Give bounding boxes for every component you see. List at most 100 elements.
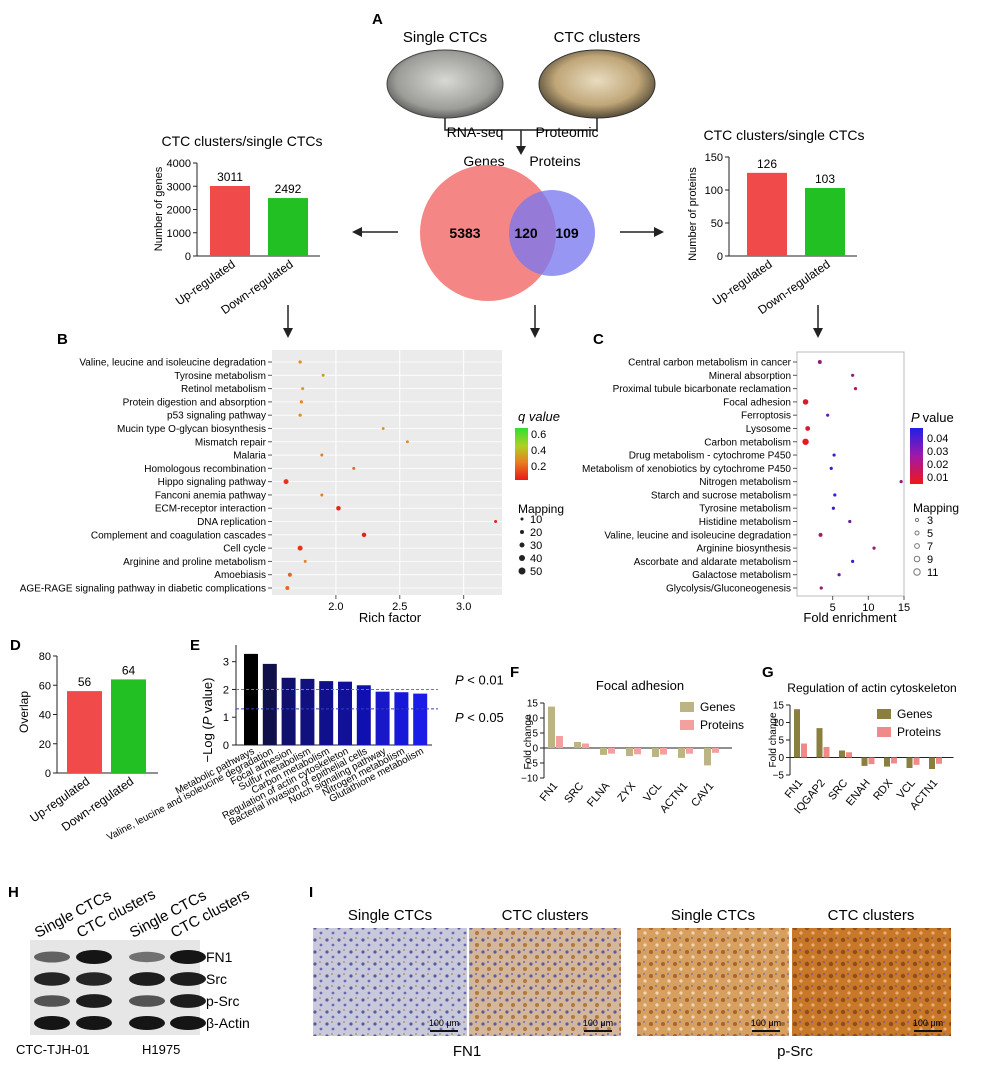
panel-c-size-legend-dot [914, 517, 920, 523]
panel-e-bar [356, 685, 371, 745]
panel-c-color-tick-label: 0.04 [927, 433, 948, 445]
panel-f-bar [660, 748, 667, 755]
proteins-bar-y-tick-label: 50 [711, 218, 723, 230]
panel-b-size-legend-dot [520, 530, 524, 534]
panel-b-size-legend-dot [519, 555, 525, 561]
panel-g-category-label: RDX [871, 777, 896, 803]
panel-g-category-label: ENAH [844, 777, 873, 808]
panel-d-y-tick-label: 0 [45, 768, 51, 780]
panel-f-y-tick-label: 0 [532, 744, 538, 755]
panel-a: A Single CTCs CTC clusters RNA-seq Prote… [283, 11, 823, 338]
panel-d-y-tick-label: 80 [39, 651, 51, 663]
panel-c-point [802, 399, 809, 405]
panel-c-point [826, 413, 830, 417]
panel-c-x-tick-label: 15 [898, 602, 910, 614]
western-row-label: p-Src [206, 993, 239, 1009]
western-band [76, 972, 112, 986]
genes-bar-y-tick-label: 3000 [167, 181, 191, 193]
ihc-scale-label: 100 μm [583, 1018, 613, 1028]
panel-f-category-label: ACTN1 [658, 780, 690, 815]
panel-b-point [299, 400, 303, 404]
panel-g-ylabel: Fold change [768, 712, 779, 767]
panel-b-color-tick-label: 0.6 [531, 429, 546, 441]
panel-f-ylabel: Fold change [523, 714, 534, 769]
panel-b-point [361, 532, 367, 538]
proteins-bar-bar-value-label: 126 [757, 157, 777, 171]
panel-label-g: G [762, 664, 774, 681]
panel-c-point [832, 453, 836, 457]
panel-c-category-label: Drug metabolism - cytochrome P450 [629, 451, 792, 462]
venn-genes-count: 5383 [449, 225, 480, 241]
panel-e-bar [281, 677, 296, 745]
panel-g-y-tick-label: 15 [773, 701, 785, 712]
panel-b-size-tick-label: 50 [530, 566, 542, 578]
western-band [34, 951, 70, 963]
panel-g-legend-swatch [877, 709, 891, 719]
ihc-scale-label: 100 μm [429, 1018, 459, 1028]
genes-bar-bar-value-label: 3011 [217, 170, 243, 184]
panel-c-point [805, 426, 811, 431]
western-band [129, 1016, 165, 1030]
panel-e-bar [300, 678, 315, 745]
ihc-fn1-single-image [313, 928, 467, 1036]
panel-d-bar [111, 679, 146, 773]
panel-f-bar [600, 748, 607, 755]
panel-f-bar [626, 748, 633, 757]
panel-f-legend-label: Proteins [700, 718, 744, 732]
panel-g-bar [884, 757, 890, 767]
panel-g-bar [913, 757, 920, 765]
panel-c-xlabel: Fold enrichment [803, 610, 897, 625]
panel-g-bar [936, 757, 942, 764]
panel-f-legend-swatch [680, 702, 694, 712]
rnaseq-label: RNA-seq [447, 124, 504, 140]
proteins-bar-bar [805, 188, 845, 256]
ihc-caption-psrc: p-Src [777, 1043, 813, 1060]
panel-c-size-legend-dot [913, 555, 921, 563]
genes-bar-bar [210, 185, 250, 256]
proteins-bar-bar [747, 172, 787, 256]
panel-f-bar [608, 748, 615, 754]
panel-b-category-label: Amoebiasis [214, 570, 266, 581]
panel-c-category-label: Central carbon metabolism in cancer [628, 358, 792, 369]
panel-b-point [406, 440, 409, 444]
panel-g-bar [861, 757, 868, 766]
panel-g-bar [823, 747, 830, 758]
panel-g-bar [794, 709, 800, 758]
panel-c-x-tick-label: 10 [862, 602, 874, 614]
panel-c-category-label: Tyrosine metabolism [699, 504, 791, 515]
arrow-mid-icon [530, 328, 540, 338]
panel-g-bar [891, 757, 897, 764]
panel-label-i: I [309, 884, 313, 901]
ihc-psrc-single-image [637, 928, 789, 1036]
right-arrow-icon [654, 227, 664, 237]
panel-c-category-label: Proximal tubule bicarbonate reclamation [613, 384, 791, 395]
panel-b-category-label: Arginine and proline metabolism [123, 557, 266, 568]
genes-bar-y-tick-label: 2000 [167, 205, 191, 217]
panel-label-c: C [593, 331, 604, 348]
ctc-clusters-label: CTC clusters [554, 29, 641, 46]
panel-b-size-legend-dot [519, 542, 525, 548]
panel-c-size-tick-label: 11 [927, 567, 938, 579]
venn-proteins-count: 109 [555, 225, 579, 241]
panel-label-d: D [10, 637, 21, 654]
panel-b-point [287, 572, 292, 577]
panel-b-plot-area [272, 350, 502, 595]
panel-b-color-tick-label: 0.2 [531, 461, 546, 473]
western-band [170, 1016, 206, 1030]
panel-d-bar-value-label: 64 [122, 663, 136, 677]
panel-b-size-tick-label: 10 [530, 514, 542, 526]
western-band [170, 972, 206, 986]
panel-label-f: F [510, 664, 519, 681]
q-value-colorbar [515, 428, 528, 480]
proteins-bar-ylabel: Number of proteins [687, 167, 699, 261]
panel-c-point [848, 519, 852, 524]
panel-b-point [494, 520, 498, 524]
western-band [76, 950, 112, 964]
panel-c-point [817, 360, 822, 364]
panel-b-size-tick-label: 20 [530, 527, 542, 539]
genes-bar-title: CTC clusters/single CTCs [161, 133, 322, 149]
panel-c-point [837, 573, 841, 577]
western-row-label: Src [206, 971, 227, 987]
